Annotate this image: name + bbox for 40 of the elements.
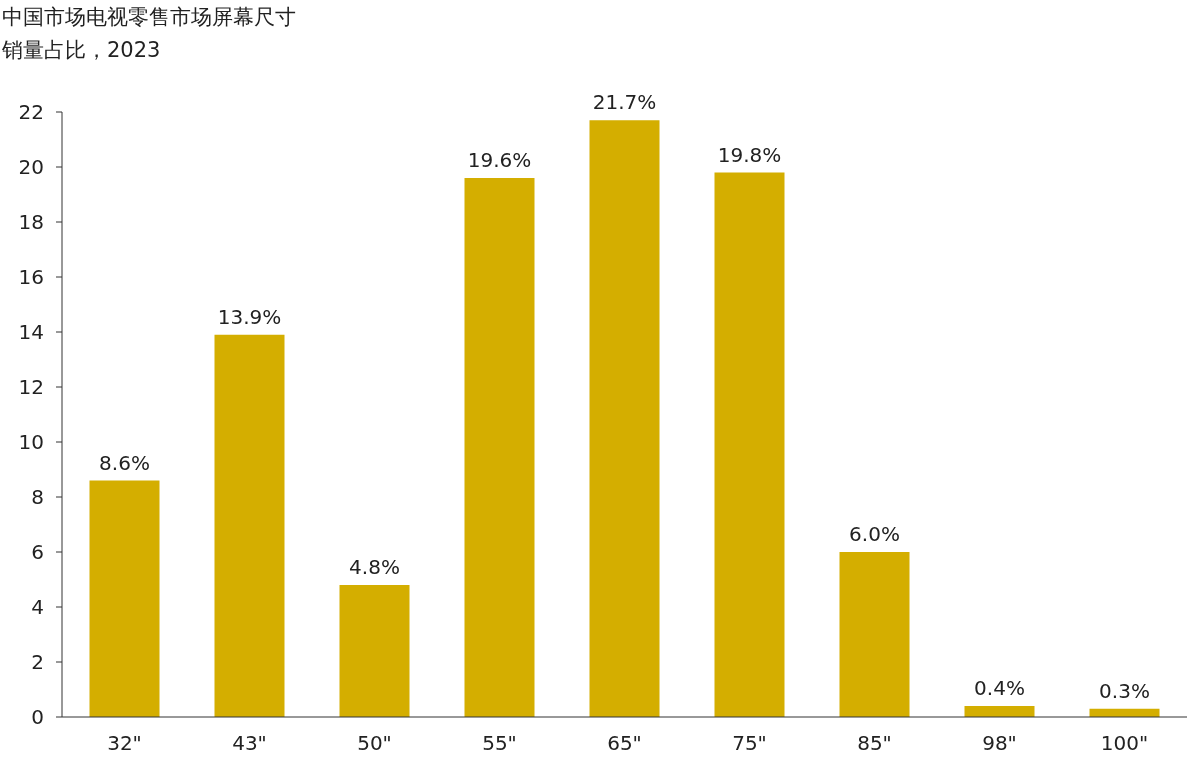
bar xyxy=(964,706,1035,717)
bar xyxy=(839,552,910,717)
data-label: 8.6% xyxy=(99,450,150,475)
data-label: 6.0% xyxy=(849,522,900,546)
y-tick-label: 20 xyxy=(18,155,44,179)
x-tick-label: 100" xyxy=(1100,731,1149,755)
y-tick-label: 0 xyxy=(31,705,44,729)
bar xyxy=(339,585,410,717)
data-label: 0.4% xyxy=(974,676,1025,700)
data-label: 0.3% xyxy=(1099,678,1150,703)
x-tick-label: 32" xyxy=(107,731,142,755)
y-tick-label: 6 xyxy=(31,540,44,564)
chart-title: 中国市场电视零售市场屏幕尺寸 xyxy=(2,5,296,29)
data-label: 4.8% xyxy=(349,555,400,579)
x-tick-label: 43" xyxy=(232,731,267,755)
x-tick-label: 75" xyxy=(732,731,767,755)
y-tick-label: 22 xyxy=(18,100,44,124)
y-tick-label: 12 xyxy=(18,375,44,399)
bar xyxy=(589,120,660,717)
data-label: 13.9% xyxy=(217,304,282,329)
y-tick-label: 10 xyxy=(18,430,44,454)
bar xyxy=(214,334,285,717)
bar xyxy=(714,172,785,717)
y-tick-label: 2 xyxy=(31,650,44,674)
y-tick-label: 4 xyxy=(31,595,44,619)
x-tick-label: 65" xyxy=(607,731,642,755)
y-tick-label: 14 xyxy=(18,320,44,344)
data-label: 21.7% xyxy=(592,90,657,115)
y-tick-label: 8 xyxy=(31,485,44,509)
chart-subtitle: 销量占比，2023 xyxy=(1,38,161,62)
data-label: 19.8% xyxy=(717,142,782,167)
x-tick-label: 98" xyxy=(982,731,1017,755)
x-tick-label: 55" xyxy=(482,731,517,755)
data-label: 19.6% xyxy=(467,148,532,172)
x-tick-label: 85" xyxy=(857,731,892,755)
bar xyxy=(89,480,160,717)
y-tick-label: 16 xyxy=(18,265,44,289)
x-tick-label: 50" xyxy=(357,731,392,755)
bar xyxy=(464,178,535,717)
y-tick-label: 18 xyxy=(18,210,44,234)
